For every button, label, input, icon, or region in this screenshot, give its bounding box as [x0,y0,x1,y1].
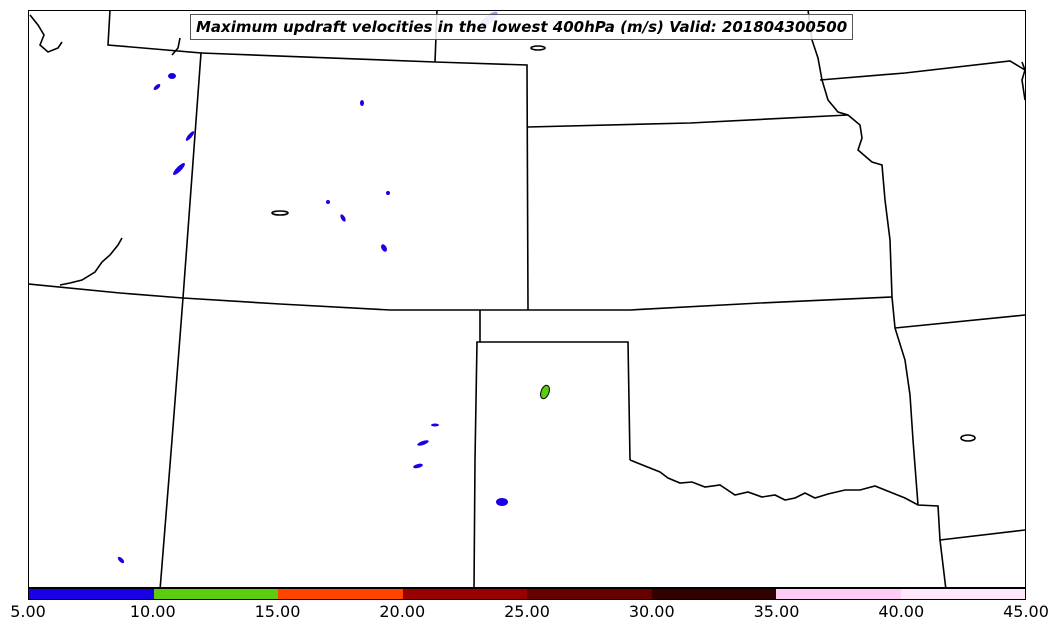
updraft-contour [417,440,429,446]
state-boundary [29,283,893,311]
state-boundary [159,297,184,587]
colorbar-tick-label: 25.00 [504,602,550,621]
colorbar-tick-label: 10.00 [129,602,176,621]
updraft-contour [360,100,364,106]
colorbar-tick-label: 45.00 [1003,602,1049,621]
state-boundary [480,341,631,461]
state-boundary [473,310,481,587]
colorbar-segment [278,589,403,599]
updraft-contour [153,84,161,90]
coastline [59,237,123,286]
updraft-contour [168,73,176,79]
colorbar-tick-label: 30.00 [628,602,675,621]
colorbar-segment [153,589,278,599]
state-boundary [894,314,1025,329]
lake [960,434,976,442]
updraft-contour [117,556,125,564]
coastline [1021,61,1025,101]
colorbar-segment [29,589,154,599]
coastline [29,14,63,53]
updraft-contours [117,11,550,564]
updraft-contour [185,131,195,141]
colorbar-segment [900,589,1025,599]
colorbar-tick-label: 20.00 [379,602,426,621]
colorbar-segment [651,589,776,599]
map-title: Maximum updraft velocities in the lowest… [190,14,854,40]
state-boundary [939,529,1025,541]
state-boundary [527,114,849,128]
coastline [171,37,181,56]
colorbar-tick-label: 15.00 [254,602,301,621]
updraft-contour [340,214,346,222]
updraft-contour [431,423,439,427]
updraft-contour [381,244,387,252]
colorbar-ticks: 5.00 10.00 15.00 20.00 25.00 30.00 35.00 40.00 4… [0,600,1060,630]
updraft-contour [326,200,330,204]
colorbar [28,588,1026,600]
state-boundary [891,296,919,506]
lake [530,45,546,51]
lake [271,210,289,216]
colorbar-segment [776,589,901,599]
updraft-contour [413,463,423,469]
state-boundary [107,11,202,299]
colorbar-tick-label: 5.00 [10,602,46,621]
updraft-contour [173,163,185,175]
state-boundaries [29,11,1025,587]
state-boundary [629,459,947,587]
state-boundary [200,52,529,311]
colorbar-tick-label: 35.00 [753,602,800,621]
updraft-contour [496,498,508,506]
state-boundary [819,60,1025,81]
colorbar-tick-label: 40.00 [878,602,925,621]
updraft-contour [386,191,390,195]
colorbar-segment [527,589,652,599]
updraft-contour [540,384,550,400]
state-boundary [807,11,893,298]
colorbar-segment [402,589,527,599]
